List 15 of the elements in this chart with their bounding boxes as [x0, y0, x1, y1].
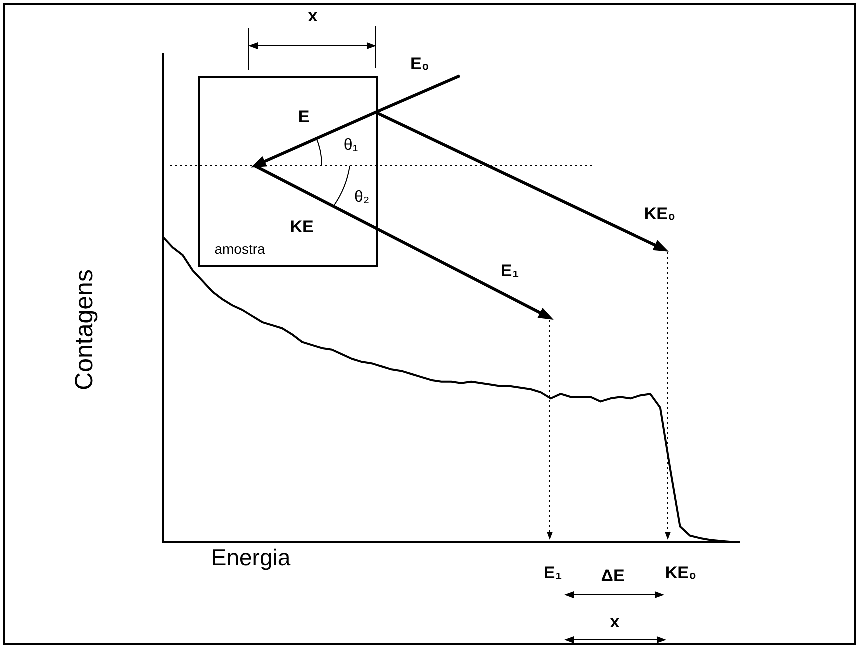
- text: E₀: [410, 54, 430, 74]
- annotation: amostra: [214, 241, 266, 257]
- text: E₁: [544, 564, 562, 582]
- annotation: E₁: [500, 262, 520, 280]
- text: x: [610, 612, 620, 632]
- text: E: [298, 108, 310, 126]
- text: x: [308, 6, 318, 26]
- text: ΔE: [601, 566, 625, 586]
- text: θ₂: [354, 189, 370, 206]
- y-axis-title: Contagens: [70, 270, 98, 390]
- text: θ₁: [344, 137, 358, 154]
- x-axis-title: Energia: [211, 544, 291, 570]
- text: KE₀: [665, 564, 697, 582]
- text: KE: [290, 218, 314, 236]
- text: KE₀: [644, 204, 676, 224]
